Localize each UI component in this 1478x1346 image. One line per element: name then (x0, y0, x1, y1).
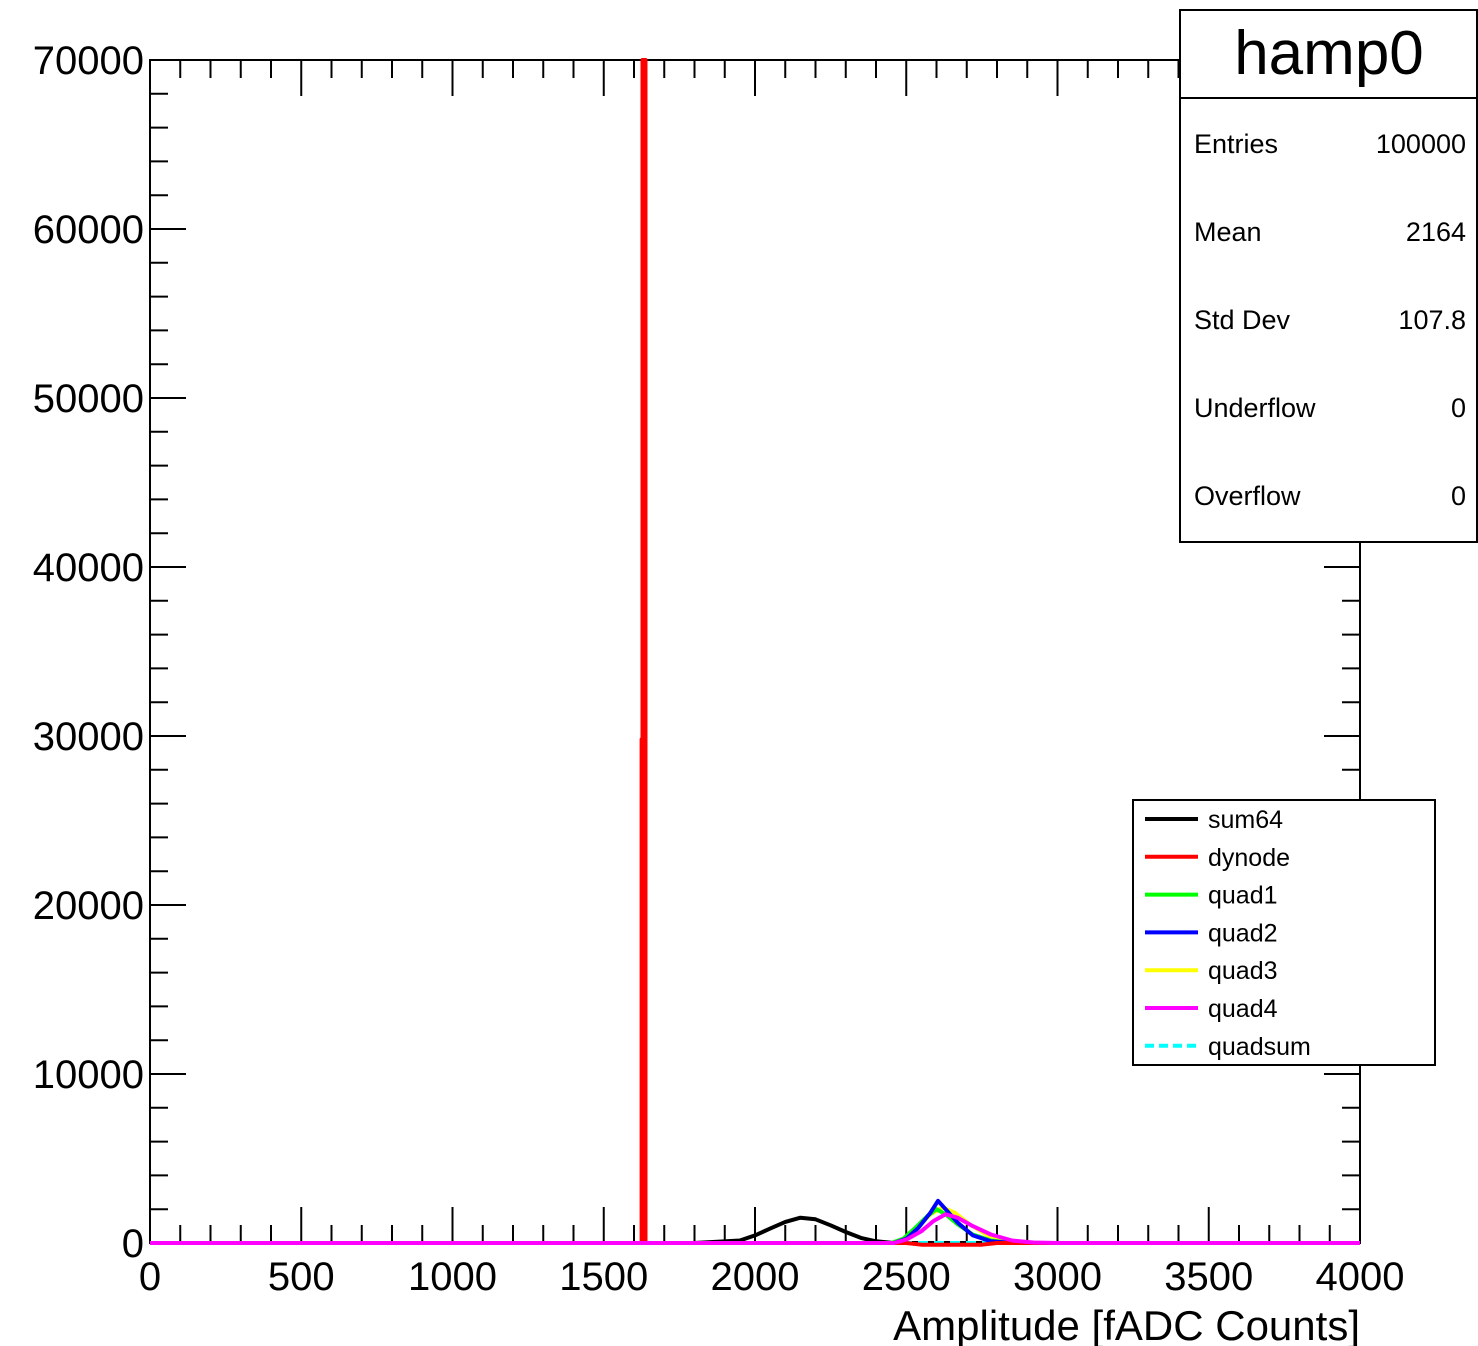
legend-label-quad1: quad1 (1208, 882, 1278, 910)
y-tick-label: 10000 (33, 1053, 144, 1097)
legend-label-sum64: sum64 (1208, 806, 1283, 834)
x-tick-label: 4000 (1316, 1255, 1405, 1299)
x-tick-label: 3500 (1164, 1255, 1253, 1299)
x-tick-label: 2000 (711, 1255, 800, 1299)
series-dynode-line (150, 58, 1360, 1247)
stats-label: Std Dev (1194, 305, 1291, 335)
y-tick-label: 20000 (33, 884, 144, 928)
stats-value: 100000 (1376, 129, 1466, 159)
legend-label-quadsum: quadsum (1208, 1033, 1311, 1061)
stats-value: 0 (1451, 393, 1466, 423)
series-quad4-line (150, 1212, 1360, 1245)
x-tick-label: 3000 (1013, 1255, 1102, 1299)
stats-label: Mean (1194, 217, 1262, 247)
y-tick-label: 50000 (33, 377, 144, 421)
y-tick-label: 0 (122, 1222, 144, 1266)
x-axis-title: Amplitude [fADC Counts] (893, 1302, 1360, 1346)
x-tick-label: 500 (268, 1255, 335, 1299)
stats-label: Overflow (1194, 481, 1301, 511)
stats-label: Underflow (1194, 393, 1316, 423)
stats-value: 2164 (1406, 217, 1466, 247)
x-tick-label: 1500 (559, 1255, 648, 1299)
stats-box: hamp0 Entries 100000 Mean 2164 Std Dev 107.8 U… (1179, 9, 1478, 543)
legend-label-dynode: dynode (1208, 844, 1290, 872)
legend-label-quad4: quad4 (1208, 995, 1278, 1023)
x-tick-label: 2500 (862, 1255, 951, 1299)
series-layer (150, 58, 1360, 1247)
y-tick-label: 30000 (33, 715, 144, 759)
legend-label-quad3: quad3 (1208, 957, 1278, 985)
stats-value: 107.8 (1398, 305, 1466, 335)
x-tick-label: 0 (139, 1255, 161, 1299)
stats-label: Entries (1194, 129, 1278, 159)
y-tick-label: 40000 (33, 546, 144, 590)
y-tick-label: 60000 (33, 208, 144, 252)
stats-title: hamp0 (1234, 19, 1424, 88)
legend-label-quad2: quad2 (1208, 919, 1278, 947)
x-tick-label: 1000 (408, 1255, 497, 1299)
legend: sum64 dynode quad1 quad2 quad3 quad4 quadsum (1132, 799, 1436, 1066)
stats-value: 0 (1451, 481, 1466, 511)
y-tick-label: 70000 (33, 39, 144, 83)
